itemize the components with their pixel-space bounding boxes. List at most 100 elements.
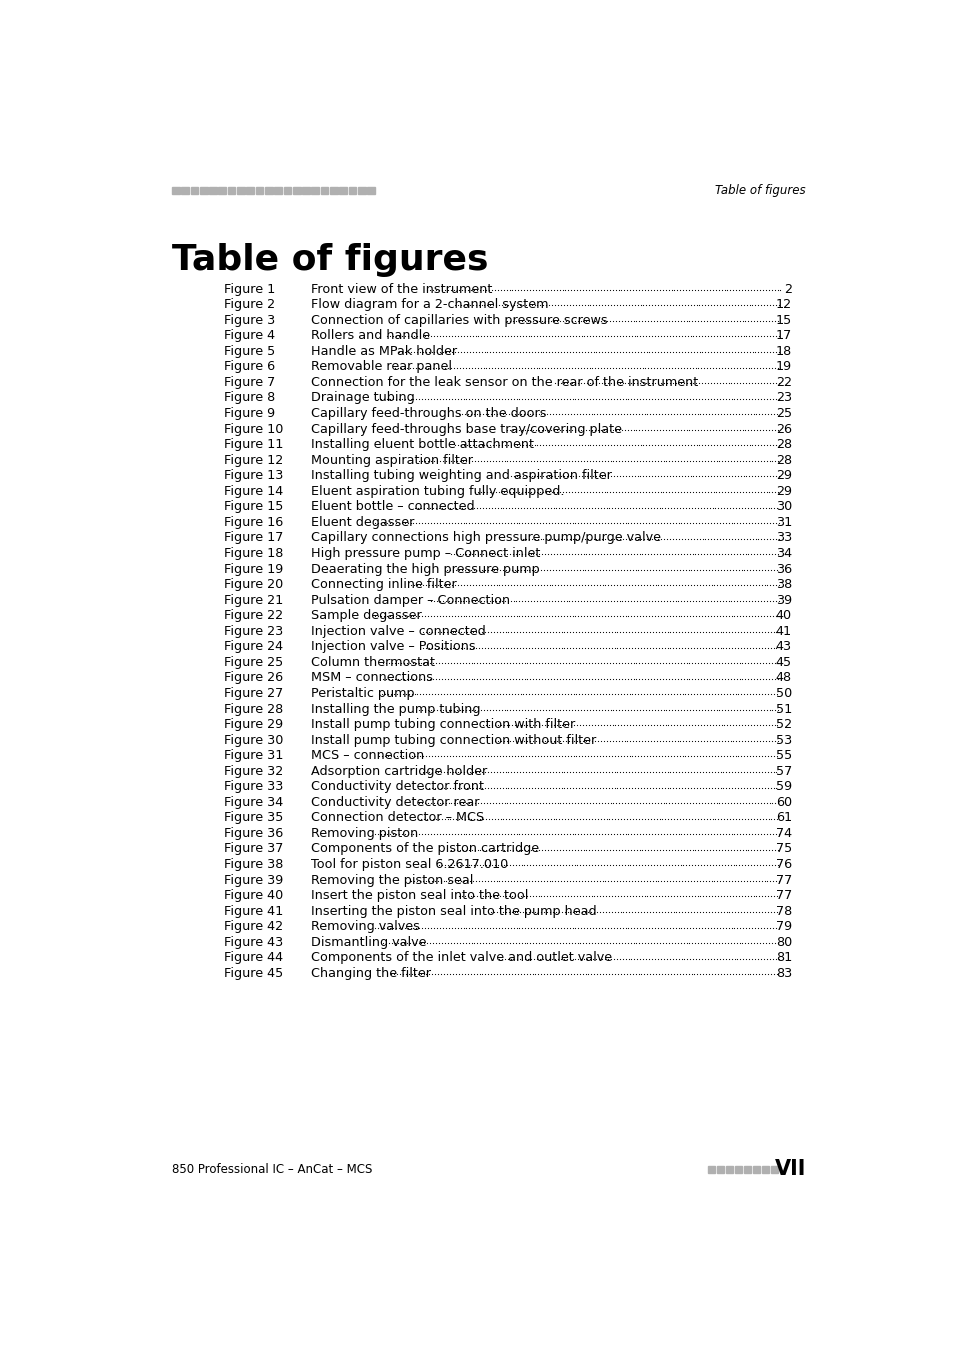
Text: Tool for piston seal 6.2617.010: Tool for piston seal 6.2617.010	[311, 859, 508, 871]
Text: 81: 81	[775, 952, 791, 964]
Bar	[172, 188, 179, 194]
Text: 75: 75	[775, 842, 791, 856]
Bar	[330, 188, 337, 194]
Text: Eluent aspiration tubing fully equipped.: Eluent aspiration tubing fully equipped.	[311, 485, 564, 498]
Text: Figure 19: Figure 19	[224, 563, 283, 575]
Text: 77: 77	[775, 873, 791, 887]
Text: Installing tubing weighting and aspiration filter: Installing tubing weighting and aspirati…	[311, 470, 612, 482]
Bar	[311, 188, 319, 194]
Text: Figure 12: Figure 12	[224, 454, 283, 467]
Text: Figure 28: Figure 28	[224, 702, 283, 716]
Text: Column thermostat: Column thermostat	[311, 656, 435, 668]
Bar	[357, 188, 365, 194]
Text: 29: 29	[775, 470, 791, 482]
Text: 28: 28	[775, 454, 791, 467]
Text: 23: 23	[775, 392, 791, 405]
Text: 83: 83	[775, 967, 791, 980]
Text: 55: 55	[775, 749, 791, 763]
Text: 22: 22	[775, 375, 791, 389]
Bar	[191, 188, 198, 194]
Text: Figure 40: Figure 40	[224, 890, 283, 902]
Text: Figure 37: Figure 37	[224, 842, 283, 856]
Text: Insert the piston seal into the tool: Insert the piston seal into the tool	[311, 890, 528, 902]
Text: Figure 14: Figure 14	[224, 485, 283, 498]
Text: Figure 9: Figure 9	[224, 406, 274, 420]
Text: Figure 6: Figure 6	[224, 360, 274, 374]
Text: Injection valve – Positions: Injection valve – Positions	[311, 640, 476, 653]
Text: 43: 43	[775, 640, 791, 653]
Text: Figure 31: Figure 31	[224, 749, 283, 763]
Text: Figure 2: Figure 2	[224, 298, 274, 311]
Text: Conductivity detector rear: Conductivity detector rear	[311, 796, 479, 809]
Text: Drainage tubing: Drainage tubing	[311, 392, 415, 405]
Text: Figure 32: Figure 32	[224, 764, 283, 778]
Text: Changing the filter: Changing the filter	[311, 967, 431, 980]
Text: Peristaltic pump: Peristaltic pump	[311, 687, 415, 699]
Text: Install pump tubing connection with filter: Install pump tubing connection with filt…	[311, 718, 575, 732]
Text: 30: 30	[775, 501, 791, 513]
Text: Figure 33: Figure 33	[224, 780, 283, 794]
Text: Removing valves: Removing valves	[311, 921, 420, 933]
Bar	[265, 188, 273, 194]
Text: Figure 41: Figure 41	[224, 904, 283, 918]
Bar	[717, 1165, 723, 1173]
Text: Capillary feed-throughs base tray/covering plate: Capillary feed-throughs base tray/coveri…	[311, 423, 621, 436]
Text: Table of figures: Table of figures	[715, 185, 805, 197]
Text: 28: 28	[775, 439, 791, 451]
Text: Rollers and handle: Rollers and handle	[311, 329, 430, 342]
Text: Figure 3: Figure 3	[224, 313, 274, 327]
Text: Figure 26: Figure 26	[224, 671, 283, 684]
Text: Figure 34: Figure 34	[224, 796, 283, 809]
Text: 33: 33	[775, 532, 791, 544]
Bar	[181, 188, 189, 194]
Bar	[283, 188, 291, 194]
Text: 60: 60	[775, 796, 791, 809]
Text: 45: 45	[775, 656, 791, 668]
Text: 850 Professional IC – AnCat – MCS: 850 Professional IC – AnCat – MCS	[172, 1162, 372, 1176]
Text: Figure 7: Figure 7	[224, 375, 274, 389]
Text: 57: 57	[775, 764, 791, 778]
Text: Figure 18: Figure 18	[224, 547, 283, 560]
Text: 40: 40	[775, 609, 791, 622]
Text: Figure 16: Figure 16	[224, 516, 283, 529]
Text: Figure 24: Figure 24	[224, 640, 283, 653]
Text: Removable rear panel: Removable rear panel	[311, 360, 452, 374]
Text: 52: 52	[775, 718, 791, 732]
Text: Install pump tubing connection without filter: Install pump tubing connection without f…	[311, 733, 596, 747]
Text: Figure 38: Figure 38	[224, 859, 283, 871]
Text: 31: 31	[775, 516, 791, 529]
Bar	[770, 1165, 777, 1173]
Bar	[255, 188, 263, 194]
Text: Figure 30: Figure 30	[224, 733, 283, 747]
Text: 79: 79	[775, 921, 791, 933]
Text: 18: 18	[775, 344, 791, 358]
Text: Figure 36: Figure 36	[224, 828, 283, 840]
Text: Removing the piston seal: Removing the piston seal	[311, 873, 474, 887]
Bar	[725, 1165, 732, 1173]
Text: Table of figures: Table of figures	[172, 243, 488, 277]
Text: Figure 22: Figure 22	[224, 609, 283, 622]
Text: Figure 4: Figure 4	[224, 329, 274, 342]
Text: Figure 42: Figure 42	[224, 921, 283, 933]
Bar	[320, 188, 328, 194]
Text: Figure 39: Figure 39	[224, 873, 283, 887]
Text: 15: 15	[775, 313, 791, 327]
Text: 34: 34	[775, 547, 791, 560]
Text: 36: 36	[775, 563, 791, 575]
Text: Eluent degasser: Eluent degasser	[311, 516, 415, 529]
Text: Figure 23: Figure 23	[224, 625, 283, 637]
Text: Pulsation damper – Connection: Pulsation damper – Connection	[311, 594, 510, 606]
Text: Removing piston: Removing piston	[311, 828, 418, 840]
Text: Eluent bottle – connected: Eluent bottle – connected	[311, 501, 475, 513]
Bar	[367, 188, 375, 194]
Text: Figure 8: Figure 8	[224, 392, 274, 405]
Text: Figure 15: Figure 15	[224, 501, 283, 513]
Text: Conductivity detector front: Conductivity detector front	[311, 780, 484, 794]
Text: Figure 44: Figure 44	[224, 952, 283, 964]
Text: 2: 2	[783, 282, 791, 296]
Text: 26: 26	[775, 423, 791, 436]
Text: High pressure pump – Connect inlet: High pressure pump – Connect inlet	[311, 547, 540, 560]
Text: 77: 77	[775, 890, 791, 902]
Text: Figure 10: Figure 10	[224, 423, 283, 436]
Text: Figure 43: Figure 43	[224, 936, 283, 949]
